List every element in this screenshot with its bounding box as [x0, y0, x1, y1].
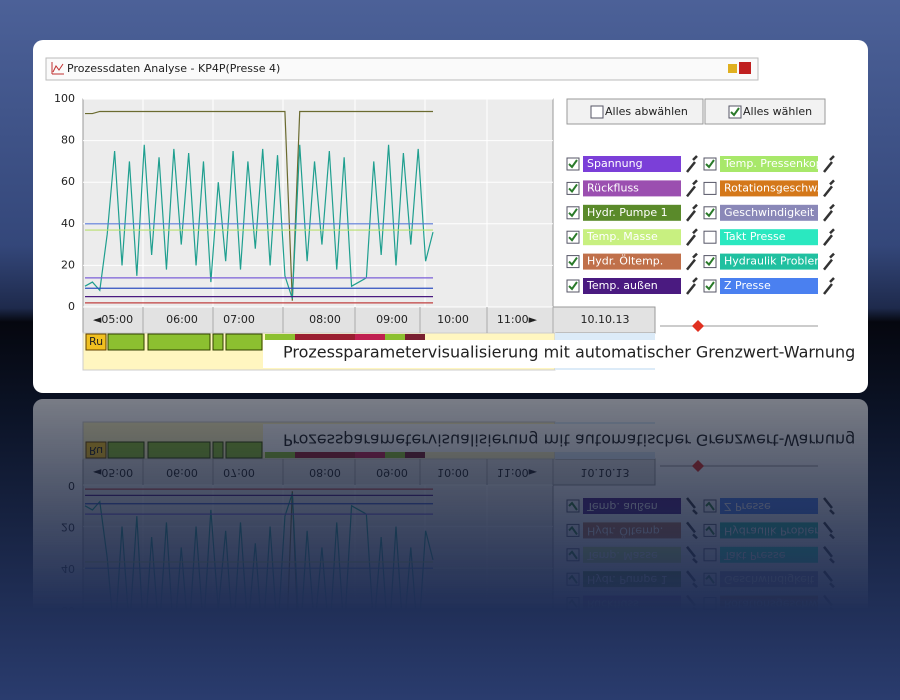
parameter-label: Temp. außen	[586, 279, 658, 292]
parameter-swatch[interactable]	[583, 229, 681, 246]
button-label: Alles wählen	[743, 105, 812, 118]
caption: Prozessparametervisualisierung mit autom…	[283, 343, 855, 362]
parameter-swatch[interactable]	[583, 253, 681, 270]
y-tick-label: 80	[61, 134, 75, 147]
time-label: 07:00	[223, 313, 255, 326]
check-mark	[568, 232, 578, 242]
slider-handle[interactable]	[692, 320, 704, 332]
screen: Prozessdaten Analyse - KP4P(Presse 4) Ru…	[45, 57, 860, 371]
parameter-label: Rückfluss	[587, 181, 639, 194]
series-line	[84, 144, 434, 299]
lock-icon[interactable]	[728, 64, 737, 73]
color-picker[interactable]	[823, 203, 835, 222]
parameter-label: Hydr. Öltemp.	[587, 255, 663, 268]
color-picker[interactable]	[823, 179, 835, 198]
time-label: 11:00►	[497, 313, 538, 326]
time-label: ◄05:00	[93, 313, 133, 326]
parameter-label: Geschwindigkeit	[724, 206, 815, 219]
time-label: 09:00	[376, 313, 408, 326]
color-picker[interactable]	[686, 155, 698, 173]
check-mark	[568, 159, 578, 169]
color-picker[interactable]	[823, 277, 835, 295]
y-tick-label: 60	[61, 175, 75, 188]
time-label: 08:00	[309, 313, 341, 326]
y-tick-label: 0	[68, 300, 75, 313]
parameter-label: Z Presse	[724, 279, 771, 292]
close-icon[interactable]	[739, 62, 751, 74]
check-mark	[705, 281, 715, 291]
color-picker[interactable]	[686, 252, 698, 271]
time-label: 10:00	[437, 313, 469, 326]
color-picker[interactable]	[823, 252, 835, 271]
parameter-swatch[interactable]	[720, 180, 818, 197]
checkbox[interactable]	[703, 230, 717, 244]
title-bar	[45, 57, 759, 81]
parameter-swatch[interactable]	[720, 278, 818, 294]
parameter-swatch[interactable]	[583, 278, 681, 294]
y-tick-label: 40	[61, 217, 75, 230]
window-title: Prozessdaten Analyse - KP4P(Presse 4)	[67, 62, 280, 75]
check-mark	[705, 257, 715, 267]
check-mark	[568, 183, 578, 193]
v-grid	[142, 99, 488, 307]
check-mark	[568, 208, 578, 218]
window: Prozessdaten Analyse - KP4P(Presse 4) Ru…	[33, 40, 868, 393]
app-icon	[51, 62, 64, 75]
color-picker[interactable]	[823, 228, 835, 246]
check-mark	[568, 257, 578, 267]
parameter-label: Rotationsgeschw.	[724, 181, 820, 194]
parameter-swatch[interactable]	[583, 156, 681, 172]
checkbox[interactable]	[703, 181, 717, 195]
parameter-swatch[interactable]	[720, 229, 818, 246]
parameter-label: Temp. Pressenkopf	[723, 157, 828, 170]
time-date: 10.10.13	[581, 313, 630, 326]
color-picker[interactable]	[686, 179, 698, 198]
parameter-label: Hydr. Pumpe 1	[587, 206, 668, 219]
parameter-label: Spannung	[587, 157, 643, 170]
check-mark	[730, 107, 740, 117]
series-line	[85, 110, 433, 301]
parameter-swatch[interactable]	[583, 204, 681, 221]
button[interactable]	[704, 98, 826, 125]
color-picker[interactable]	[686, 203, 698, 222]
check-mark	[705, 208, 715, 218]
time-label: 06:00	[166, 313, 198, 326]
checkbox[interactable]	[590, 105, 604, 119]
parameter-swatch[interactable]	[583, 180, 681, 197]
parameter-swatch[interactable]	[720, 204, 818, 221]
check-mark	[568, 281, 578, 291]
caption-box	[263, 340, 860, 368]
color-picker[interactable]	[823, 155, 835, 173]
button-label: Alles abwählen	[605, 105, 688, 118]
color-picker[interactable]	[686, 277, 698, 295]
y-tick-label: 20	[61, 258, 75, 271]
parameter-label: Hydraulik Probleme	[724, 255, 832, 268]
parameter-label: Temp. Masse	[586, 230, 658, 243]
button[interactable]	[566, 98, 704, 125]
parameter-swatch[interactable]	[720, 253, 818, 270]
parameter-label: Takt Presse	[723, 230, 786, 243]
y-tick-label: 100	[54, 92, 75, 105]
color-picker[interactable]	[686, 228, 698, 246]
check-mark	[705, 159, 715, 169]
status-label: Ru	[89, 335, 103, 348]
parameter-swatch[interactable]	[720, 156, 818, 172]
